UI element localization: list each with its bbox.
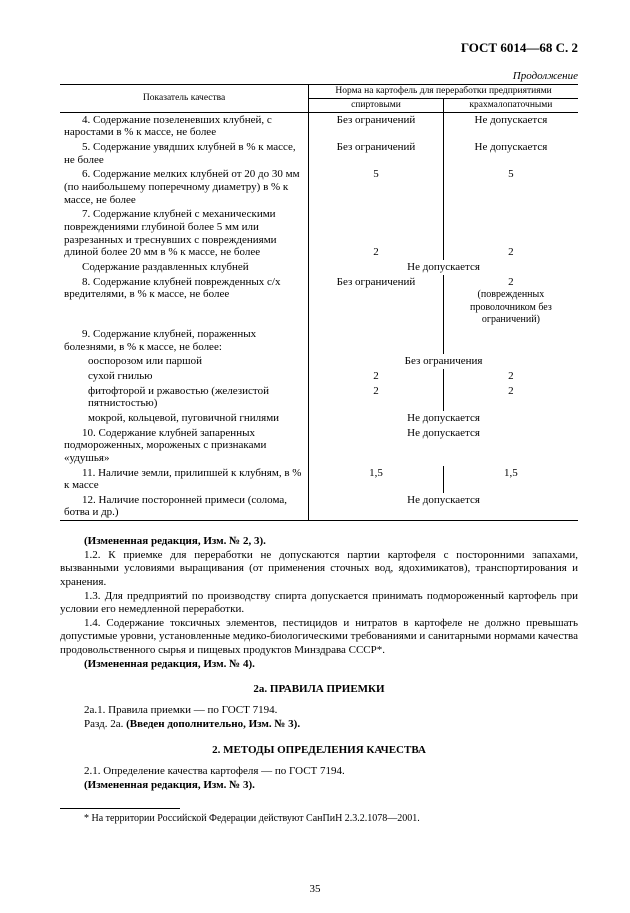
section-2-title: 2. МЕТОДЫ ОПРЕДЕЛЕНИЯ КАЧЕСТВА (60, 744, 578, 757)
table-row: Содержание раздавленных клубней Не допус… (60, 260, 578, 275)
table-row: 5. Содержание увядших клубней в % к масс… (60, 140, 578, 167)
quality-table: Показатель качества Норма на картофель д… (60, 84, 578, 521)
col-header-a: спиртовыми (309, 98, 444, 112)
table-row: мокрой, кольцевой, пуговичной гнилями Не… (60, 411, 578, 426)
col-header-group: Норма на картофель для переработки предп… (309, 85, 578, 99)
section-2a-title: 2а. ПРАВИЛА ПРИЕМКИ (60, 683, 578, 696)
table-row: 10. Содержание клубней запаренных подмор… (60, 426, 578, 466)
table-row: ооспорозом или паршой Без ограничения (60, 354, 578, 369)
table-row: 12. Наличие посторонней примеси (солома,… (60, 493, 578, 521)
footnote: * На территории Российской Федерации дей… (60, 813, 578, 824)
document-header: ГОСТ 6014—68 С. 2 (60, 40, 578, 56)
table-row: 9. Содержание клубней, пораженных болезн… (60, 327, 578, 354)
page-number: 35 (0, 883, 630, 895)
footnote-separator (60, 808, 180, 809)
table-row: фитофторой и ржавостью (железистой пятни… (60, 384, 578, 411)
continuation-label: Продолжение (60, 70, 578, 82)
table-row: 4. Содержание позеленевших клубней, с на… (60, 112, 578, 140)
table-row: 8. Содержание клубней поврежденных с/х в… (60, 275, 578, 328)
body-paragraphs: (Измененная редакция, Изм. № 2, 3). 1.2.… (60, 535, 578, 792)
col-header-main: Показатель качества (60, 85, 309, 113)
table-row: 11. Наличие земли, прилипшей к клубням, … (60, 466, 578, 493)
table-row: 7. Содержание клубней с механическими по… (60, 207, 578, 260)
col-header-b: крахмалопаточными (443, 98, 578, 112)
table-row: сухой гнилью 2 2 (60, 369, 578, 384)
table-row: 6. Содержание мелких клубней от 20 до 30… (60, 167, 578, 207)
